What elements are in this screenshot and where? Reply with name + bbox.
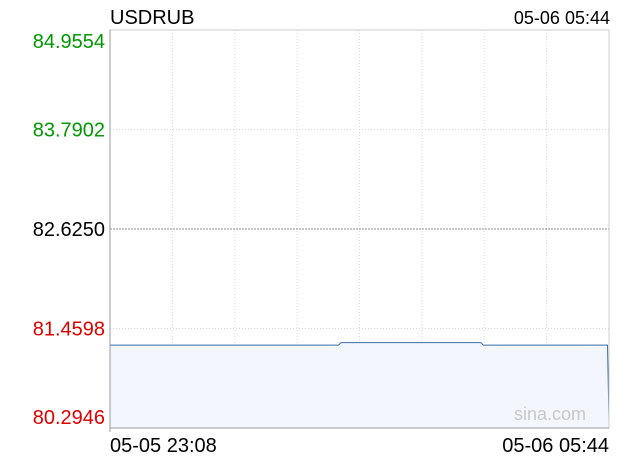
x-tick-label: 05-05 23:08 [110, 435, 217, 457]
y-tick-label: 84.9554 [33, 31, 105, 53]
price-area-fill [110, 342, 609, 428]
watermark: sina.com [514, 404, 586, 424]
price-area [110, 342, 609, 428]
price-line [110, 342, 610, 421]
plot-frame [109, 29, 610, 432]
y-tick-label: 83.7902 [33, 120, 105, 142]
y-axis-ticks: 84.9554 83.7902 82.6250 81.4598 80.2946 [33, 31, 105, 429]
chart-timestamp: 05-06 05:44 [514, 8, 610, 28]
x-tick-label: 05-06 05:44 [502, 435, 609, 457]
y-tick-label: 81.4598 [33, 319, 105, 341]
y-tick-label: 82.6250 [33, 219, 105, 241]
chart-title: USDRUB [110, 7, 194, 29]
price-series-line [110, 342, 610, 421]
y-tick-label: 80.2946 [33, 407, 105, 429]
x-axis-ticks: 05-05 23:08 05-06 05:44 [110, 435, 609, 457]
